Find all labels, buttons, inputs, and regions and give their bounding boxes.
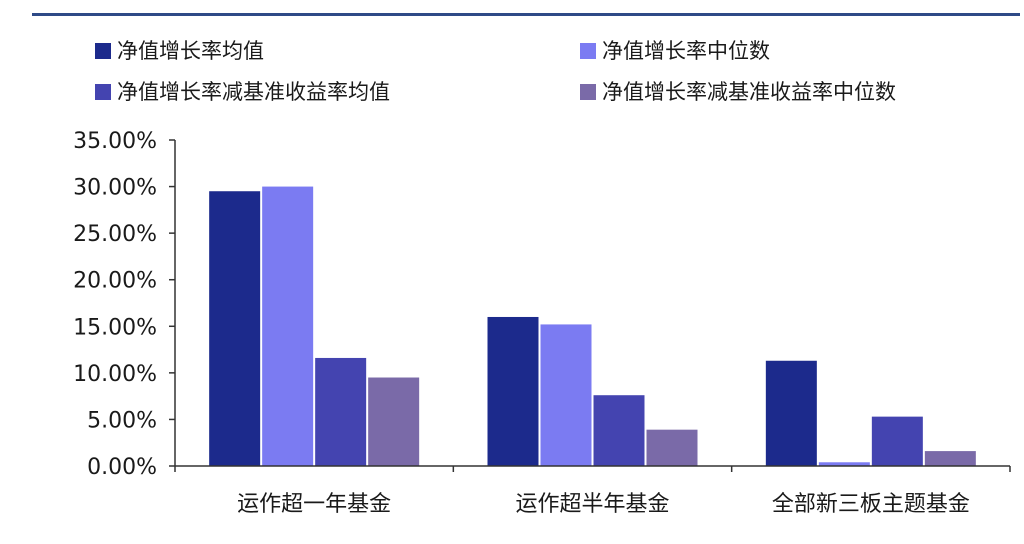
- y-tick-label: 15.00%: [73, 315, 157, 340]
- x-category-label: 全部新三板主题基金: [772, 492, 970, 517]
- bar-3-2: [818, 462, 870, 466]
- x-category-label: 运作超半年基金: [515, 492, 669, 517]
- bar-series: [209, 186, 976, 467]
- legend-swatch-1: [95, 43, 111, 59]
- header-rule: [32, 13, 1020, 16]
- legend-label-3: 净值增长率减基准收益率均值: [117, 80, 390, 104]
- bar-1-4: [368, 377, 420, 466]
- legend-swatch-2: [580, 43, 596, 59]
- y-tick-label: 30.00%: [73, 176, 157, 201]
- bar-1-3: [315, 357, 367, 466]
- y-tick-label: 0.00%: [87, 455, 157, 480]
- bar-3-4: [924, 451, 976, 466]
- y-tick-label: 35.00%: [73, 129, 157, 154]
- legend-swatch-3: [95, 84, 111, 100]
- bar-2-2: [540, 324, 592, 466]
- y-tick-label: 10.00%: [73, 362, 157, 387]
- legend-label-4: 净值增长率减基准收益率中位数: [602, 80, 896, 104]
- bar-3-3: [871, 416, 923, 466]
- y-tick-label: 25.00%: [73, 222, 157, 247]
- bar-3-1: [765, 360, 817, 466]
- x-category-label: 运作超一年基金: [237, 492, 391, 517]
- y-axis: 0.00% 5.00% 10.00% 15.00% 20.00% 25.00% 30.00%…: [73, 129, 176, 480]
- y-tick-label: 20.00%: [73, 269, 157, 294]
- bar-1-2: [262, 186, 314, 467]
- legend-label-2: 净值增长率中位数: [602, 39, 770, 63]
- x-axis: 运作超一年基金 运作超半年基金 全部新三板主题基金: [174, 465, 1011, 517]
- legend-label-1: 净值增长率均值: [117, 39, 264, 63]
- bar-2-3: [593, 395, 645, 466]
- y-tick-label: 5.00%: [87, 408, 157, 433]
- bar-2-1: [487, 316, 539, 466]
- bar-1-1: [209, 191, 261, 466]
- bar-2-4: [646, 429, 698, 466]
- legend-swatch-4: [580, 84, 596, 100]
